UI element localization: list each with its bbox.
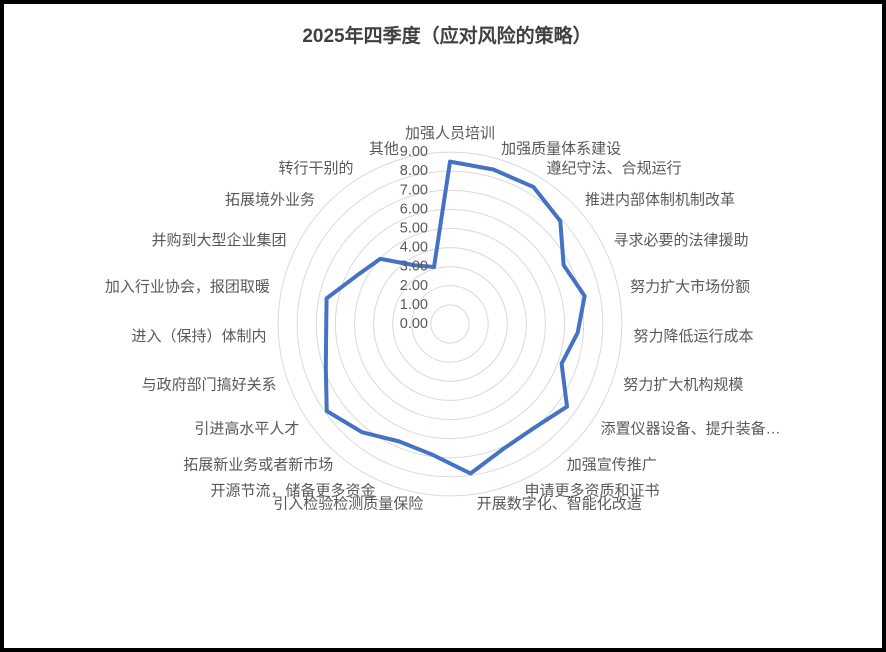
grid-circle [334, 208, 566, 440]
radar-chart: 0.00 1.00 2.00 3.00 4.00 5.00 6.00 7.00 8.00 9.00… [105, 24, 781, 513]
category-label: 开展数字化、智能化改造 [477, 495, 642, 513]
grid-layer [277, 151, 623, 497]
grid-circle [392, 266, 508, 382]
category-label: 其他 [369, 140, 399, 157]
category-label: 引入检验检测质量保险 [273, 496, 423, 513]
grid-circle [354, 228, 546, 420]
axis-tick-label: 1.00 [400, 297, 428, 313]
axis-tick-label: 3.00 [400, 259, 428, 275]
axis-tick-label: 5.00 [400, 221, 428, 237]
axis-tick-label: 6.00 [400, 201, 428, 217]
chart-title: 2025年四季度（应对风险的策略） [302, 24, 591, 47]
category-label: 推进内部体制机制改革 [585, 191, 735, 208]
category-label: 努力降低运行成本 [633, 328, 753, 345]
category-label: 与政府部门搞好关系 [142, 376, 277, 393]
category-label: 并购到大型企业集团 [151, 231, 286, 249]
axis-tick-label: 9.00 [400, 144, 428, 160]
category-label: 转行干别的 [278, 160, 353, 177]
grid-circle [315, 189, 585, 459]
axis-tick-label: 0.00 [400, 316, 428, 332]
category-label: 寻求必要的法律援助 [614, 232, 749, 249]
grid-circle [411, 285, 489, 363]
category-label: 加强人员培训 [405, 125, 495, 142]
label-layer: 0.00 1.00 2.00 3.00 4.00 5.00 6.00 7.00 8.00 9.00… [105, 125, 781, 513]
axis-tick-label: 2.00 [400, 278, 428, 294]
category-label: 开源节流，储备更多资金 [211, 482, 376, 499]
grid-circle [373, 247, 527, 401]
category-label: 申请更多资质和证书 [524, 482, 659, 499]
category-label: 加强质量体系建设 [501, 140, 621, 157]
category-label: 努力扩大机构规模 [623, 376, 743, 393]
category-label: 加入行业协会，报团取暖 [105, 278, 270, 295]
category-label: 努力扩大市场份额 [630, 278, 750, 295]
category-label: 引进高水平人才 [194, 420, 299, 437]
category-label: 进入（保持）体制内 [132, 328, 267, 345]
series-layer [323, 159, 587, 476]
axis-tick-label: 8.00 [400, 163, 428, 179]
category-label: 遵纪守法、合规运行 [547, 159, 682, 177]
axis-tick-label: 7.00 [400, 182, 428, 198]
category-label: 添置仪器设备、提升装备… [601, 420, 781, 437]
category-label: 加强宣传推广 [567, 457, 657, 474]
category-label: 拓展新业务或者新市场 [183, 457, 333, 474]
category-label: 拓展境外业务 [225, 190, 315, 208]
series-polygon [323, 159, 587, 476]
grid-circle [430, 304, 470, 344]
axis-tick-label: 4.00 [400, 240, 428, 256]
grid-circle [277, 151, 623, 497]
